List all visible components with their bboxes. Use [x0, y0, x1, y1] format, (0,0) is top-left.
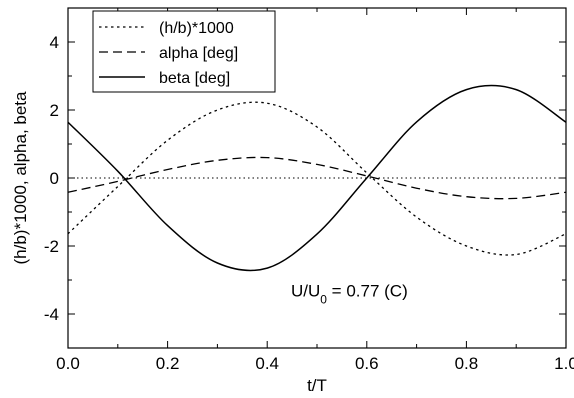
- x-tick-label: 0.4: [255, 354, 279, 373]
- y-tick-label: -4: [44, 305, 59, 324]
- legend-box: [92, 10, 276, 93]
- ticks-layer: 0.0 0.2 0.4 0.6 0.8 1.0 -4 -2 0 2 4: [44, 7, 574, 373]
- x-tick-label: 0.2: [156, 354, 180, 373]
- x-axis-title: t/T: [307, 376, 327, 395]
- annotation-subscript: 0: [320, 292, 327, 306]
- y-tick-label: 0: [50, 169, 59, 188]
- series-line-2: [67, 156, 567, 200]
- y-tick-label: 2: [50, 101, 59, 120]
- series-line-3: [67, 84, 567, 272]
- annotation: U/U0 = 0.77 (C): [291, 281, 408, 306]
- annotation-rest: = 0.77 (C): [327, 281, 408, 300]
- legend-label-3: beta [deg]: [159, 70, 230, 87]
- series-layer: [67, 84, 567, 272]
- series-line-1: [67, 101, 567, 256]
- annotation-main: U/U: [291, 281, 320, 300]
- y-tick-label: -2: [44, 237, 59, 256]
- x-tick-label: 0.8: [455, 354, 479, 373]
- y-tick-label: 4: [50, 33, 59, 52]
- legend-label-2: alpha [deg]: [159, 45, 238, 62]
- legend: (h/b)*1000 alpha [deg] beta [deg]: [92, 10, 276, 93]
- x-tick-label: 1.0: [554, 354, 574, 373]
- y-axis-title: (h/b)*1000, alpha, beta: [11, 91, 30, 265]
- x-tick-label: 0.0: [56, 354, 80, 373]
- x-tick-label: 0.6: [355, 354, 379, 373]
- legend-label-1: (h/b)*1000: [159, 20, 234, 37]
